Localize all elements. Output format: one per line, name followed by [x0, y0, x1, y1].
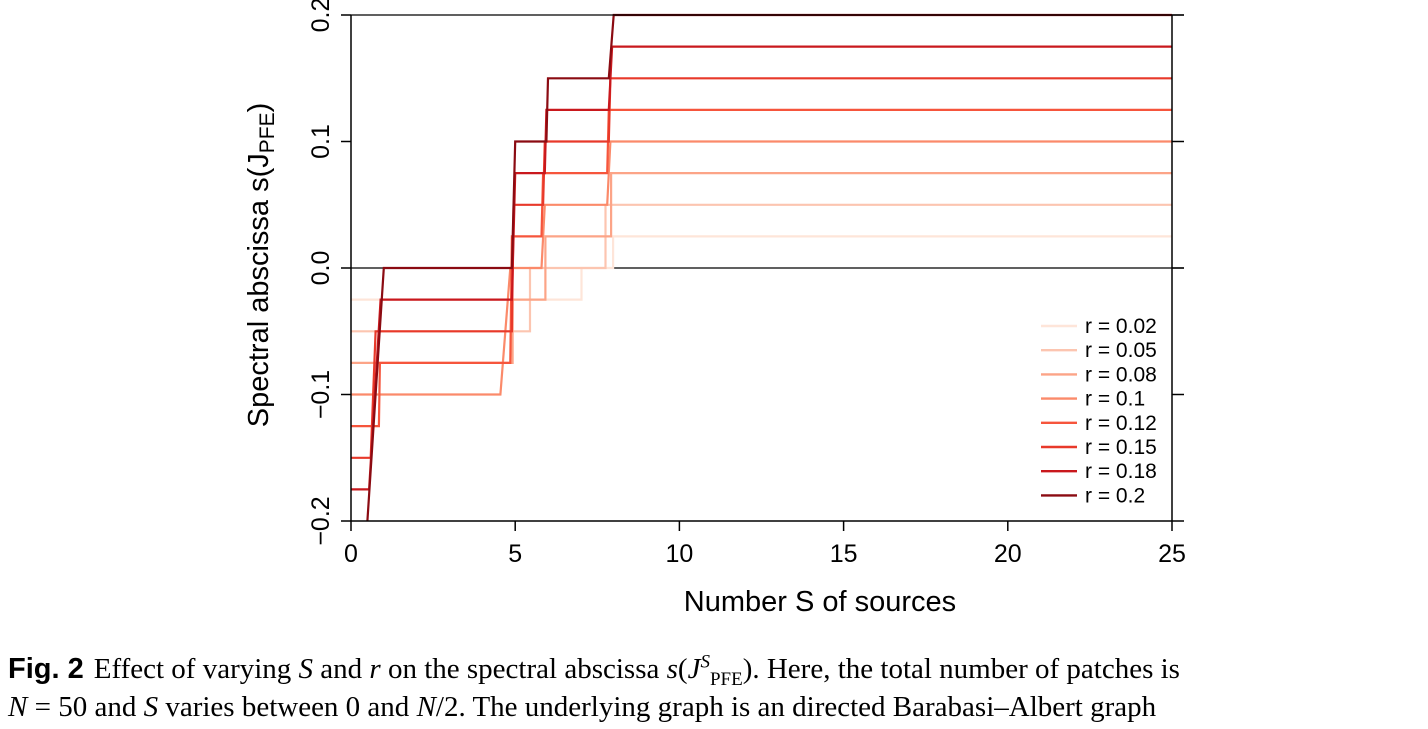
y-axis-title: Spectral abscissa s(JPFE) — [243, 103, 279, 428]
caption-text: = 50 and — [27, 691, 144, 723]
caption-var-s: S — [298, 653, 314, 685]
x-tick-label: 10 — [665, 540, 693, 568]
caption-var-n: N — [416, 691, 436, 723]
legend-label: r = 0.05 — [1085, 339, 1157, 362]
legend-label: r = 0.02 — [1085, 315, 1157, 338]
caption-text: on the spectral abscissa — [380, 653, 667, 685]
chart: 0 5 10 15 20 25−0.2−0.10.00.10.2 r = 0.02r = … — [243, 0, 1186, 618]
x-tick-label: 0 — [344, 540, 358, 568]
x-tick-label: 15 — [830, 540, 858, 568]
y-tick-label: 0.1 — [307, 124, 335, 159]
y-tick-label: −0.1 — [307, 370, 335, 419]
caption-text: varies between 0 and — [158, 691, 417, 723]
axes: 0 5 10 15 20 25 −0.2 −0.1 0.0 0.1 0.2 — [307, 0, 1186, 568]
caption-var-j: J — [687, 653, 701, 685]
caption-text: /2. The underlying graph is an directed … — [435, 691, 1157, 723]
caption-text: ( — [677, 653, 688, 685]
legend-label: r = 0.08 — [1085, 363, 1157, 386]
caption-var-s: S — [143, 691, 159, 723]
caption-sub: PFE — [709, 668, 743, 690]
caption-text: Effect of varying — [93, 653, 299, 685]
series-line-8 — [366, 13, 1172, 522]
plot-lines — [351, 13, 1184, 522]
x-tick-label: 5 — [508, 540, 522, 568]
series-line-4 — [351, 140, 1172, 396]
caption-text: and — [313, 653, 370, 685]
caption-text: ). Here, the total number of patches is — [742, 653, 1180, 685]
x-tick-label: 25 — [1158, 540, 1186, 568]
y-tick-label: 0.0 — [307, 251, 335, 286]
legend-label: r = 0.2 — [1085, 484, 1145, 507]
caption-sup: S — [700, 651, 710, 673]
legend-label: r = 0.18 — [1085, 460, 1157, 483]
legend-label: r = 0.12 — [1085, 412, 1157, 435]
x-tick-label: 20 — [994, 540, 1022, 568]
x-axis-title: Number S of sources — [684, 586, 956, 618]
y-tick-label: 0.2 — [307, 0, 335, 32]
legend-label: r = 0.1 — [1085, 388, 1145, 411]
figure-caption: Fig. 2 Effect of varying S and r on the s… — [8, 650, 1422, 726]
figure-label: Fig. 2 — [8, 653, 84, 685]
legend: r = 0.02r = 0.05r = 0.08r = 0.1r = 0.12r… — [1041, 315, 1157, 507]
caption-var-s-func: s — [666, 653, 678, 685]
caption-var-n: N — [8, 691, 28, 723]
legend-label: r = 0.15 — [1085, 436, 1157, 459]
caption-var-r: r — [369, 653, 381, 685]
y-tick-label: −0.2 — [307, 496, 335, 545]
